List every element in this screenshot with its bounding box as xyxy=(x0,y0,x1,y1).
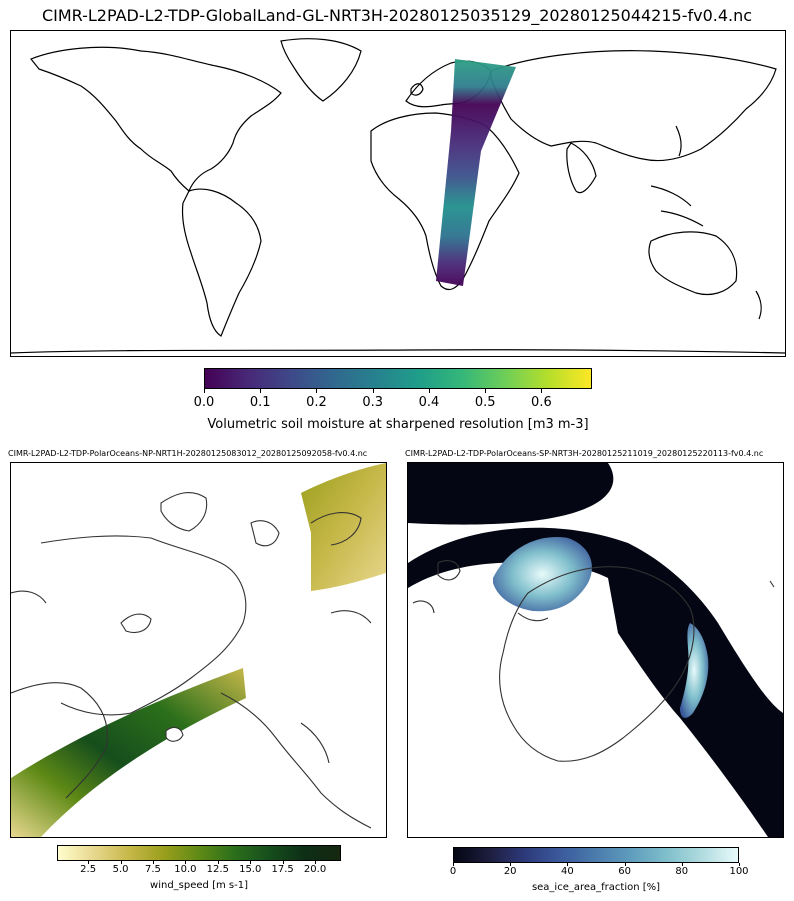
sea-ice-colorbar-label: sea_ice_area_fraction [%] xyxy=(531,882,661,893)
soil-moisture-colorbar xyxy=(204,368,592,389)
wind-speed-swath-lower xyxy=(11,668,246,837)
colorbar-tick-mark xyxy=(282,861,284,864)
sea-ice-east-coast xyxy=(680,623,709,718)
colorbar-tick-label: 5.0 xyxy=(112,864,129,875)
colorbar-tick-mark xyxy=(541,389,543,393)
sea-ice-colorbar-ticks: 0 20 40 60 80 100 xyxy=(449,863,749,883)
coastlines xyxy=(11,38,785,354)
colorbar-tick-label: 0.3 xyxy=(362,395,384,410)
colorbar-tick-mark xyxy=(739,863,740,866)
north-polar-map-panel xyxy=(10,462,387,838)
colorbar-tick-mark xyxy=(152,861,154,864)
global-map-svg xyxy=(11,38,785,354)
colorbar-tick-label: 60 xyxy=(618,866,631,877)
colorbar-tick-mark xyxy=(204,389,205,393)
soil-moisture-swath xyxy=(436,59,516,286)
wind-speed-colorbar-label: wind_speed [m s-1] xyxy=(150,880,248,891)
colorbar-tick-mark xyxy=(217,861,219,864)
colorbar-tick-label: 0.0 xyxy=(193,395,215,410)
sea-ice-weddell xyxy=(493,537,592,612)
colorbar-tick-label: 12.5 xyxy=(206,864,229,875)
colorbar-tick-mark xyxy=(250,861,252,864)
colorbar-tick-label: 0.4 xyxy=(418,395,440,410)
colorbar-tick-mark xyxy=(624,863,626,866)
south-polar-map-svg xyxy=(408,463,783,837)
colorbar-tick-mark xyxy=(316,389,318,393)
south-polar-map-title: CIMR-L2PAD-L2-TDP-PolarOceans-SP-NRT3H-2… xyxy=(405,449,764,458)
colorbar-tick-mark xyxy=(681,863,683,866)
global-map-panel xyxy=(10,30,786,357)
colorbar-tick-mark xyxy=(453,863,454,866)
wind-speed-swath-upper xyxy=(301,463,386,591)
wind-speed-colorbar-ticks: 2.5 5.0 7.5 10.0 12.5 15.0 17.5 20.0 xyxy=(57,861,341,881)
soil-moisture-colorbar-label: Volumetric soil moisture at sharpened re… xyxy=(207,417,589,432)
south-polar-map-panel xyxy=(407,462,784,838)
colorbar-tick-mark xyxy=(120,861,122,864)
global-map-title: CIMR-L2PAD-L2-TDP-GlobalLand-GL-NRT3H-20… xyxy=(41,6,753,25)
colorbar-tick-label: 0.5 xyxy=(474,395,496,410)
colorbar-tick-label: 80 xyxy=(675,866,689,877)
colorbar-tick-mark xyxy=(88,861,90,864)
south-polar-coastlines xyxy=(412,560,775,762)
colorbar-tick-label: 15.0 xyxy=(239,864,262,875)
colorbar-tick-label: 0 xyxy=(449,866,457,877)
colorbar-tick-label: 40 xyxy=(561,866,574,877)
colorbar-tick-label: 0.2 xyxy=(306,395,327,410)
colorbar-tick-mark xyxy=(567,863,569,866)
colorbar-tick-label: 100 xyxy=(729,866,749,877)
wind-speed-colorbar xyxy=(57,845,341,861)
colorbar-tick-label: 20.0 xyxy=(303,864,327,875)
colorbar-tick-mark xyxy=(315,861,317,864)
sea-ice-colorbar xyxy=(453,847,739,863)
north-polar-map-title: CIMR-L2PAD-L2-TDP-PolarOceans-NP-NRT1H-2… xyxy=(8,449,368,458)
colorbar-tick-label: 20 xyxy=(503,866,517,877)
colorbar-tick-label: 10.0 xyxy=(174,864,197,875)
colorbar-tick-mark xyxy=(372,389,374,393)
colorbar-tick-label: 0.1 xyxy=(249,395,271,410)
colorbar-tick-mark xyxy=(510,863,512,866)
colorbar-tick-label: 17.5 xyxy=(271,864,294,875)
north-polar-coastlines xyxy=(11,492,372,829)
colorbar-tick-label: 7.5 xyxy=(145,864,161,875)
colorbar-tick-mark xyxy=(485,389,487,393)
colorbar-tick-mark xyxy=(260,389,262,393)
colorbar-tick-mark xyxy=(185,861,187,864)
colorbar-tick-mark xyxy=(428,389,430,393)
colorbar-tick-label: 0.6 xyxy=(531,395,552,410)
north-polar-map-svg xyxy=(11,463,386,837)
colorbar-tick-label: 2.5 xyxy=(80,864,97,875)
sea-ice-swath xyxy=(408,463,783,837)
soil-moisture-colorbar-ticks: 0.0 0.1 0.2 0.3 0.4 0.5 0.6 xyxy=(194,389,592,419)
